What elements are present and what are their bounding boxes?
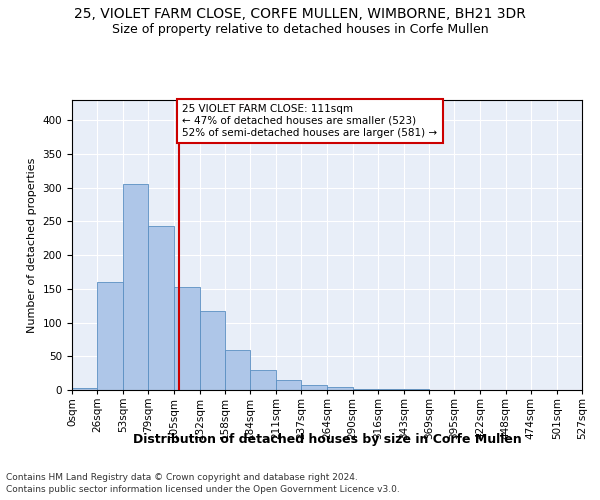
Bar [97, 282, 123, 390]
Text: 25, VIOLET FARM CLOSE, CORFE MULLEN, WIMBORNE, BH21 3DR: 25, VIOLET FARM CLOSE, CORFE MULLEN, WIM… [74, 8, 526, 22]
Text: 25 VIOLET FARM CLOSE: 111sqm
← 47% of detached houses are smaller (523)
52% of s: 25 VIOLET FARM CLOSE: 111sqm ← 47% of de… [182, 104, 437, 138]
Bar [250, 370, 276, 390]
Bar [200, 311, 225, 390]
Bar [148, 226, 173, 390]
Bar [276, 380, 301, 390]
Bar [225, 350, 250, 390]
Text: Contains public sector information licensed under the Open Government Licence v3: Contains public sector information licen… [6, 485, 400, 494]
Text: Contains HM Land Registry data © Crown copyright and database right 2024.: Contains HM Land Registry data © Crown c… [6, 472, 358, 482]
Bar [123, 184, 148, 390]
Bar [173, 287, 200, 390]
Bar [301, 384, 328, 390]
Text: Distribution of detached houses by size in Corfe Mullen: Distribution of detached houses by size … [133, 432, 521, 446]
Bar [328, 388, 353, 390]
Text: Size of property relative to detached houses in Corfe Mullen: Size of property relative to detached ho… [112, 22, 488, 36]
Bar [353, 388, 378, 390]
Y-axis label: Number of detached properties: Number of detached properties [27, 158, 37, 332]
Bar [72, 388, 97, 390]
